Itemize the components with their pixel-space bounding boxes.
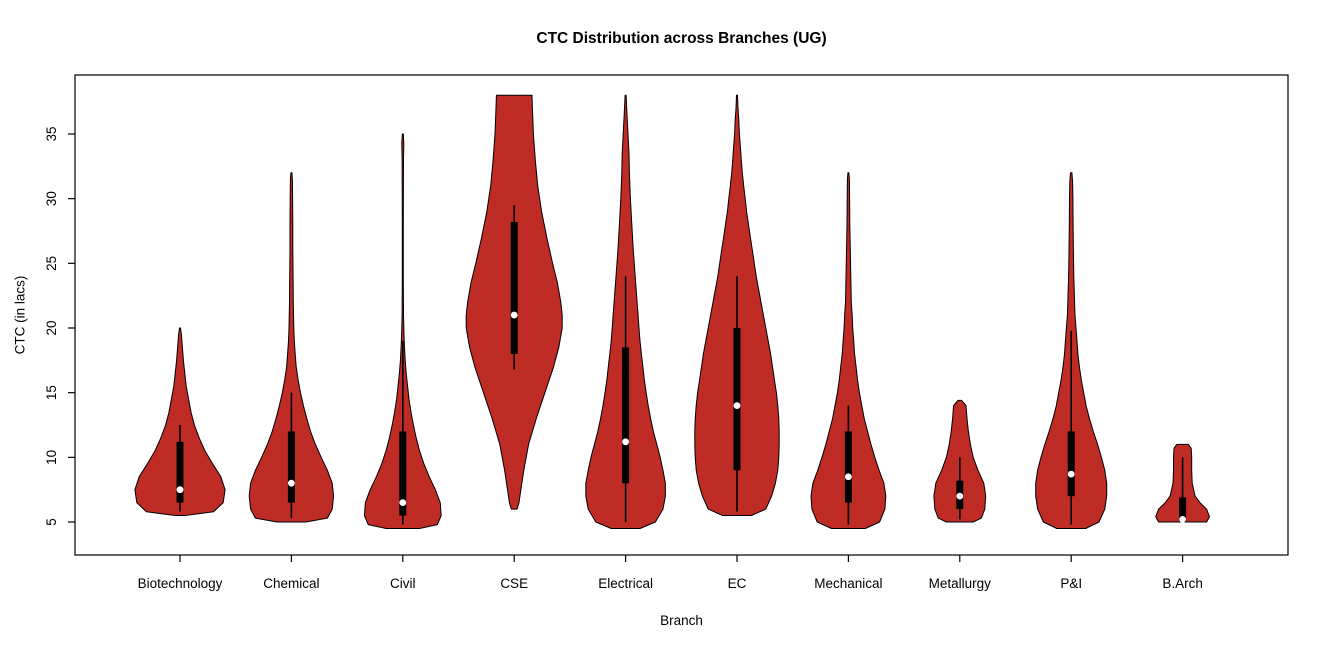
y-tick-label: 30 — [44, 191, 59, 206]
x-tick-label: CSE — [500, 576, 528, 591]
plot-border — [74, 74, 1289, 556]
box-Electrical — [622, 347, 630, 484]
median-dot-B.Arch — [1179, 516, 1186, 523]
y-tick-label: 25 — [44, 256, 59, 271]
median-dot-Biotechnology — [176, 486, 184, 494]
x-tick-label: Civil — [390, 576, 416, 591]
x-tick-label: Chemical — [263, 576, 319, 591]
median-dot-CSE — [510, 311, 518, 319]
y-tick-label: 15 — [44, 385, 59, 400]
box-Civil — [399, 431, 407, 516]
x-tick-label: Electrical — [598, 576, 653, 591]
x-tick-label: EC — [728, 576, 747, 591]
box-B.Arch — [1179, 497, 1187, 522]
median-dot-Civil — [399, 499, 407, 506]
y-tick-label: 5 — [44, 518, 59, 526]
violin-Mechanical — [810, 172, 887, 529]
x-tick-label: B.Arch — [1162, 576, 1203, 591]
x-tick-label: Biotechnology — [138, 576, 223, 591]
box-Chemical — [287, 431, 295, 503]
median-dot-Mechanical — [845, 473, 852, 481]
box-P&I — [1067, 431, 1075, 497]
box-EC — [733, 328, 741, 471]
violin-Civil — [363, 133, 442, 529]
median-dot-EC — [733, 402, 741, 410]
box-CSE — [510, 221, 518, 354]
x-tick-label: Metallurgy — [929, 576, 992, 591]
y-tick-label: 35 — [44, 126, 59, 141]
y-tick-label: 20 — [44, 320, 59, 335]
median-dot-Chemical — [288, 479, 295, 487]
x-tick-label: Mechanical — [814, 576, 882, 591]
violin-Chemical — [248, 172, 335, 523]
box-Biotechnology — [176, 441, 184, 503]
box-Mechanical — [844, 431, 852, 503]
y-tick-label: 10 — [44, 450, 59, 465]
chart-title: CTC Distribution across Branches (UG) — [536, 30, 827, 47]
violin-Biotechnology — [134, 327, 226, 516]
median-dot-Metallurgy — [956, 492, 964, 500]
x-axis-title: Branch — [660, 613, 703, 628]
median-dot-P&I — [1067, 470, 1075, 478]
median-dot-Electrical — [622, 438, 629, 446]
x-tick-label: P&I — [1060, 576, 1082, 591]
